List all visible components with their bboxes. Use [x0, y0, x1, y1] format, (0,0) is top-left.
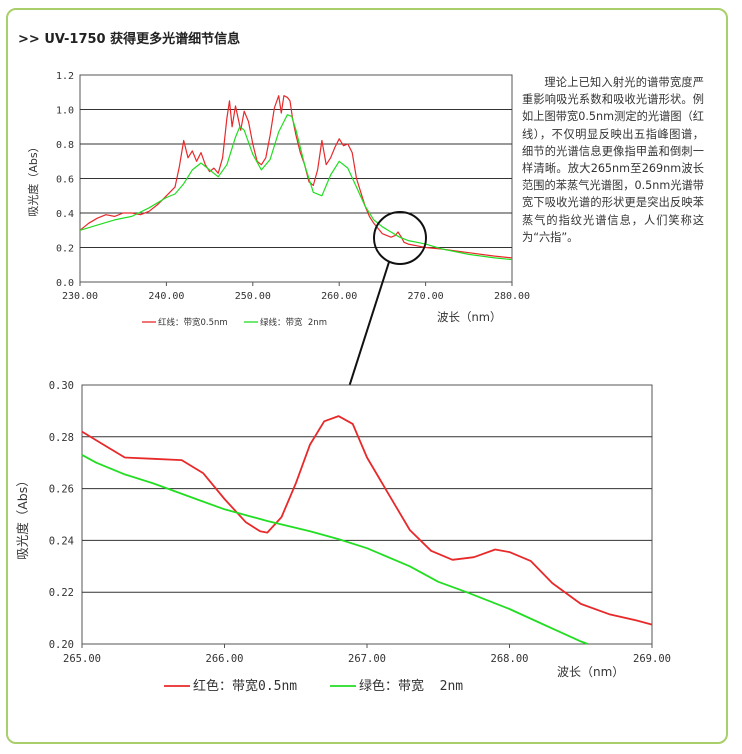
top-legend-green-label: 绿线：带宽 2nm [260, 317, 327, 328]
overview-spectrum-chart: 0.0 0.2 0.4 0.6 0.8 1.0 1.2 230.00 240.00 250.00… [26, 71, 530, 328]
top-y-tick-label: 1.0 [56, 106, 74, 117]
bottom-x-tick-label: 269.00 [633, 653, 671, 665]
top-series-red-line [79, 95, 513, 259]
bottom-x-tick-label: 267.00 [348, 653, 386, 665]
bottom-series-red-line [81, 415, 653, 626]
top-y-tick-label: 1.2 [56, 71, 74, 82]
top-y-tick-label: 0.0 [56, 278, 74, 289]
bottom-legend-green-label: 绿色：带宽 2nm [359, 678, 463, 694]
top-x-tick-label: 260.00 [321, 291, 357, 302]
top-x-tick-label: 280.00 [494, 291, 530, 302]
section-heading: >> UV-1750 获得更多光谱细节信息 [18, 28, 240, 47]
top-x-tick-label: 250.00 [235, 291, 271, 302]
bottom-plot-area [81, 384, 653, 645]
bottom-x-axis-label: 波长（nm） [557, 665, 624, 679]
heading-prefix: >> [18, 32, 40, 47]
bottom-legend-red-label: 红色：带宽0.5nm [193, 678, 297, 694]
heading-title: UV-1750 获得更多光谱细节信息 [44, 32, 241, 47]
bottom-x-tick-label: 265.00 [63, 653, 101, 665]
bottom-y-axis-label: 吸光度（Abs） [15, 474, 30, 560]
bottom-y-tick-label: 0.24 [49, 535, 74, 547]
bottom-y-tick-label: 0.28 [49, 432, 74, 444]
bottom-x-tick-label: 266.00 [206, 653, 244, 665]
top-y-tick-label: 0.4 [56, 209, 74, 220]
zoomed-spectrum-chart: 0.20 0.22 0.24 0.26 0.28 0.30 265.00 266.00 267… [15, 380, 671, 694]
top-y-tick-label: 0.6 [56, 175, 74, 186]
top-y-axis-label: 吸光度（Abs） [26, 141, 40, 216]
top-x-tick-label: 230.00 [62, 291, 98, 302]
top-y-tick-label: 0.8 [56, 140, 74, 151]
description-text: 理论上已知入射光的谱带宽度严重影响吸光系数和吸收光谱形状。例如上图带宽0.5nm… [522, 76, 704, 244]
bottom-y-tick-label: 0.30 [49, 380, 74, 392]
bottom-x-tick-label: 268.00 [491, 653, 529, 665]
top-y-tick-label: 0.2 [56, 244, 74, 255]
top-x-axis-label: 波长（nm） [437, 310, 502, 324]
top-legend-red-label: 红线：带宽0.5nm [158, 317, 228, 328]
bottom-y-tick-label: 0.22 [49, 587, 74, 599]
top-series-green-line [79, 114, 513, 261]
bottom-series-green-line [81, 454, 589, 645]
bottom-y-tick-label: 0.20 [49, 639, 74, 651]
zoom-circle [373, 211, 427, 265]
top-x-tick-label: 240.00 [148, 291, 184, 302]
bottom-y-tick-label: 0.26 [49, 484, 74, 496]
top-x-tick-label: 270.00 [408, 291, 444, 302]
